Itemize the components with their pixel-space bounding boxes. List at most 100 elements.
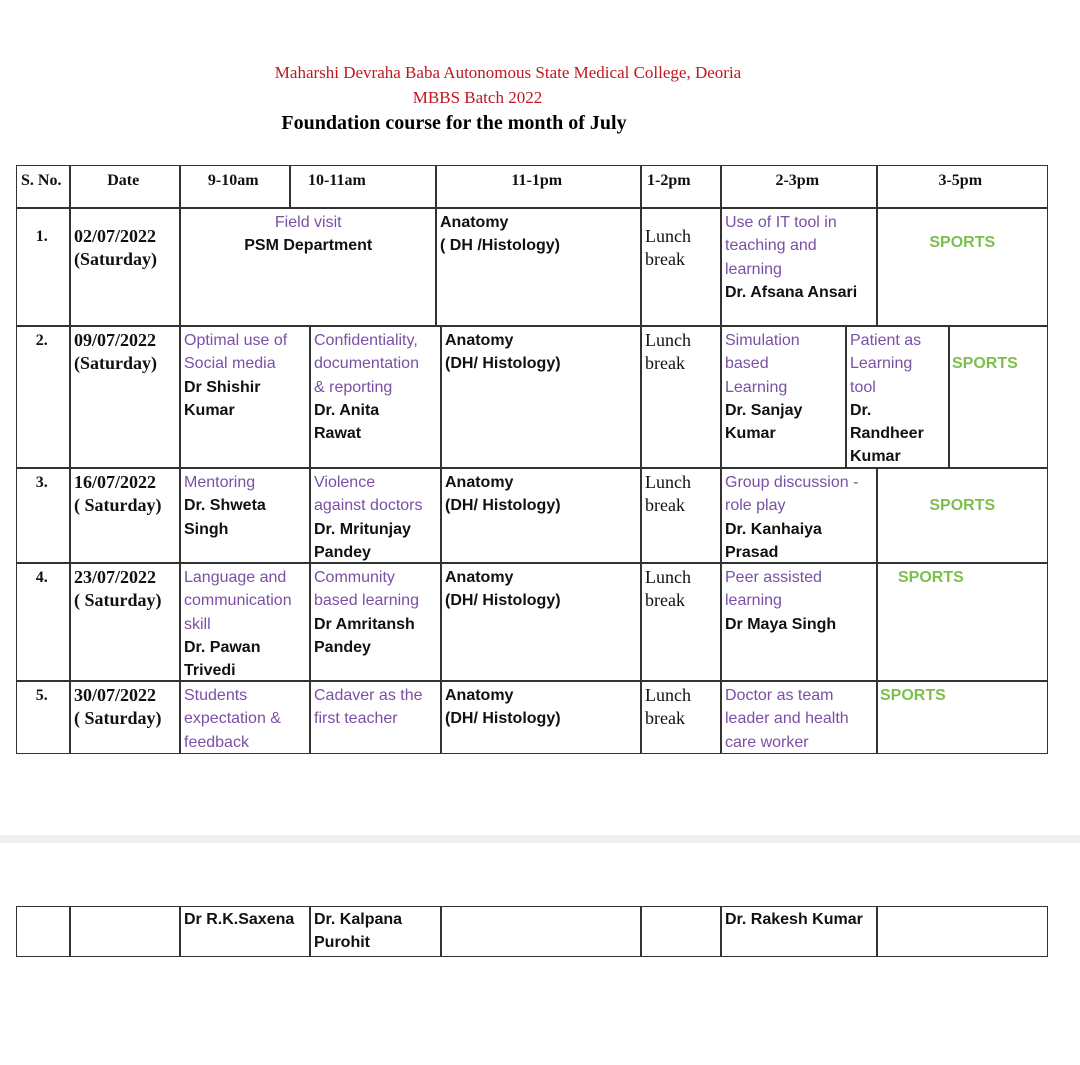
cell-line: Anatomy: [445, 332, 514, 349]
cell-line: break: [645, 495, 685, 516]
cell-line: Dr Shishir: [184, 378, 261, 396]
slot-10-11: Cadaver as the first teacher: [309, 680, 442, 754]
date: 09/07/2022 (Saturday): [69, 325, 181, 469]
cell-line: Dr. Shweta: [184, 497, 266, 515]
slot-2-3: Doctor as team leader and health care work…: [720, 680, 878, 754]
cell-line: first teacher: [314, 710, 398, 728]
cell-line: 09/07/2022: [74, 330, 157, 350]
slot-2-3: Group discussion - role play Dr. Kanhaiya P…: [720, 467, 878, 564]
cell-line: Dr. Rakesh Kumar: [725, 911, 863, 928]
cell-line: Learning: [725, 378, 788, 396]
cell-line: (DH/ Histology): [445, 710, 561, 728]
signature-cell: [69, 906, 181, 957]
signature-cell: [440, 906, 642, 957]
cell-line: SPORTS: [952, 355, 1018, 372]
cell-line: against doctors: [314, 497, 423, 515]
cell-line: SPORTS: [898, 569, 964, 586]
cell-line: break: [645, 590, 685, 611]
cell-line: 1.: [35, 228, 48, 245]
date: 02/07/2022 (Saturday): [69, 207, 181, 327]
signature-cell: Dr. Kalpana Purohit: [309, 906, 442, 957]
cell-line: Pandey: [314, 638, 371, 656]
slot-3-5: SPORTS: [876, 562, 1048, 682]
cell-line: (DH/ Histology): [445, 592, 561, 610]
slot-1-2: Lunch break: [640, 562, 722, 682]
column-header: 11-1pm: [435, 165, 642, 209]
cell-line: Violence: [314, 474, 376, 491]
cell-line: documentation: [314, 355, 419, 373]
cell-line: 2.: [35, 332, 48, 349]
slot-11-1: Anatomy (DH/ Histology): [440, 325, 642, 469]
cell-line: Dr R.K.Saxena: [184, 911, 295, 928]
cell-line: Mentoring: [184, 474, 256, 491]
cell-line: Trivedi: [184, 662, 236, 680]
serial-number: 3.: [16, 467, 71, 564]
cell-line: 4.: [35, 569, 48, 586]
cell-line: Lunch: [645, 226, 691, 246]
cell-line: Cadaver as the: [314, 687, 423, 704]
cell-line: SPORTS: [929, 234, 996, 251]
cell-line: skill: [184, 615, 211, 633]
cell-line: ( DH /Histology): [440, 237, 560, 255]
cell-line: & reporting: [314, 378, 393, 396]
cell-line: Pandey: [314, 543, 371, 561]
signature-cell: [876, 906, 1048, 957]
cell-line: Dr Maya Singh: [725, 615, 837, 633]
cell-line: Lunch: [645, 330, 691, 350]
column-header-label: 11-1pm: [511, 172, 563, 189]
column-header-label: S. No.: [21, 172, 62, 189]
college-name: Maharshi Devraha Baba Autonomous State M…: [274, 63, 742, 82]
date: 16/07/2022 ( Saturday): [69, 467, 181, 564]
cell-line: Dr. Afsana Ansari: [725, 283, 858, 301]
cell-line: 16/07/2022: [74, 472, 157, 492]
column-header-label: 9-10am: [207, 172, 259, 189]
cell-line: Patient as: [850, 332, 922, 349]
slot-1-2: Lunch break: [640, 680, 722, 754]
column-header: Date: [69, 165, 181, 209]
cell-line: Confidentiality,: [314, 332, 418, 349]
cell-line: (Saturday): [74, 249, 158, 270]
cell-line: Doctor as team: [725, 687, 834, 704]
cell-line: Use of IT tool in: [725, 214, 837, 231]
cell-line: communication: [184, 592, 292, 610]
cell-line: Rawat: [314, 425, 362, 443]
cell-line: Community: [314, 569, 395, 586]
cell-line: Dr. Kalpana: [314, 911, 403, 928]
cell-line: Simulation: [725, 332, 800, 349]
cell-line: 3.: [35, 474, 48, 491]
cell-line: Dr Amritansh: [314, 615, 415, 633]
cell-line: Lunch: [645, 472, 691, 492]
cell-line: Singh: [184, 520, 229, 538]
cell-line: Purohit: [314, 934, 370, 952]
slot-11-1: Anatomy (DH/ Histology): [440, 562, 642, 682]
slot-3-5: SPORTS: [876, 467, 1048, 564]
signature-cell: [16, 906, 71, 957]
cell-line: Anatomy: [445, 569, 514, 586]
column-header-label: 3-5pm: [938, 172, 983, 189]
slot-3-5: SPORTS: [876, 207, 1048, 327]
cell-line: Dr. Kanhaiya: [725, 520, 822, 538]
slot-9-10: Mentoring Dr. Shweta Singh: [179, 467, 311, 564]
cell-line: Field visit: [274, 214, 342, 231]
signature-cell: [640, 906, 722, 957]
cell-line: break: [645, 708, 685, 729]
column-header: 10-11am: [289, 165, 437, 209]
column-header: 1-2pm: [640, 165, 722, 209]
slot-10-11: Community based learning Dr Amritansh Pande…: [309, 562, 442, 682]
slot-3-5: SPORTS: [948, 325, 1048, 469]
column-header: 3-5pm: [876, 165, 1048, 209]
cell-line: SPORTS: [929, 497, 996, 514]
slot-1-2: Lunch break: [640, 325, 722, 469]
cell-line: based learning: [314, 592, 419, 610]
date: 30/07/2022 ( Saturday): [69, 680, 181, 754]
cell-line: Dr.: [850, 401, 872, 419]
cell-line: 02/07/2022: [74, 226, 157, 246]
cell-line: feedback: [184, 733, 249, 751]
cell-line: care worker: [725, 733, 809, 751]
serial-number: 2.: [16, 325, 71, 469]
cell-line: Kumar: [725, 425, 776, 443]
batch-name: MBBS Batch 2022: [412, 88, 543, 107]
cell-line: ( Saturday): [74, 590, 162, 611]
cell-line: Randheer: [850, 425, 924, 443]
cell-line: Students: [184, 687, 248, 704]
